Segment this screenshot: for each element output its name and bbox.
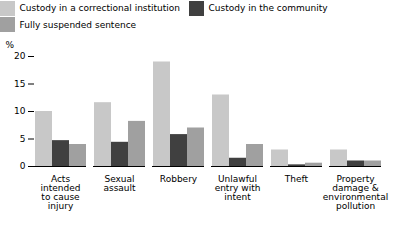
svg-text:10: 10 <box>14 106 26 116</box>
svg-text:Robbery: Robbery <box>160 173 198 183</box>
svg-text:Actsintendedto causeinjury: Actsintendedto causeinjury <box>41 173 81 210</box>
html-text:Fully suspended sentence: Fully suspended sentence <box>19 19 137 30</box>
html-text:Custody in the community: Custody in the community <box>208 3 328 14</box>
html-text:Custody in a correctional inst: Custody in a correctional institution <box>19 3 181 14</box>
svg-text:%: % <box>6 39 15 49</box>
svg-text:20: 20 <box>14 51 26 61</box>
svg-text:Sexualassault: Sexualassault <box>103 173 136 192</box>
svg-text:5: 5 <box>20 133 26 143</box>
svg-text:0: 0 <box>20 161 26 171</box>
svg-text:Theft: Theft <box>284 173 309 183</box>
svg-text:15: 15 <box>14 78 25 88</box>
svg-text:Unlawfulentry withintent: Unlawfulentry withintent <box>215 173 261 201</box>
svg-text:Propertydamage &environmentalp: Propertydamage &environmentalpollution <box>323 173 388 210</box>
